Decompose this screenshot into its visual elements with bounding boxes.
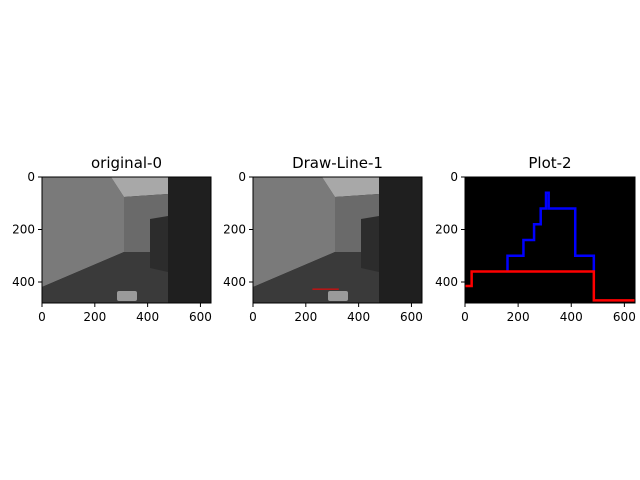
door-shadow <box>150 216 168 272</box>
ceiling <box>322 177 379 197</box>
x-tick-label: 400 <box>136 310 159 324</box>
right-wall <box>168 177 211 303</box>
x-tick-label: 200 <box>294 310 317 324</box>
floor <box>253 252 379 303</box>
panel-plot-2: Plot-2 0 200 400 600 0 200 400 <box>435 154 636 324</box>
panel-title: original-0 <box>91 154 162 172</box>
floor-object <box>117 291 137 301</box>
x-tick-label: 600 <box>613 310 636 324</box>
panel-original-0: original-0 0 200 400 600 0 200 400 <box>12 154 212 324</box>
y-tick-label: 400 <box>223 275 246 289</box>
x-tick-label: 0 <box>249 310 257 324</box>
image-content <box>253 177 422 303</box>
x-tick-label: 200 <box>83 310 106 324</box>
ceiling <box>111 177 168 197</box>
series-line <box>465 270 635 302</box>
floor-object <box>328 291 348 301</box>
y-tick-label: 0 <box>238 170 246 184</box>
y-tick-label: 200 <box>435 223 458 237</box>
x-tick-label: 0 <box>461 310 469 324</box>
x-tick-label: 200 <box>507 310 530 324</box>
floor <box>42 252 168 303</box>
left-wall <box>42 177 124 287</box>
x-tick-label: 600 <box>189 310 212 324</box>
axes-frame <box>464 176 636 304</box>
x-tick-label: 400 <box>347 310 370 324</box>
y-tick-label: 200 <box>12 223 35 237</box>
y-tick-label: 0 <box>450 170 458 184</box>
axes-frame <box>252 176 423 304</box>
plot-background <box>465 177 635 303</box>
panel-title: Draw-Line-1 <box>292 154 383 172</box>
x-tick-label: 0 <box>38 310 46 324</box>
y-tick-label: 400 <box>435 275 458 289</box>
series-line <box>506 191 596 272</box>
y-tick-label: 200 <box>223 223 246 237</box>
x-tick-label: 600 <box>400 310 423 324</box>
y-tick-label: 400 <box>12 275 35 289</box>
panel-draw-line-1: Draw-Line-1 0 200 400 600 0 200 400 <box>223 154 423 324</box>
right-wall <box>379 177 422 303</box>
panel-title: Plot-2 <box>528 154 571 172</box>
x-tick-label: 400 <box>560 310 583 324</box>
left-wall <box>253 177 335 287</box>
y-tick-label: 0 <box>27 170 35 184</box>
axes-frame <box>41 176 212 304</box>
door-shadow <box>361 216 379 272</box>
image-content <box>42 177 211 303</box>
